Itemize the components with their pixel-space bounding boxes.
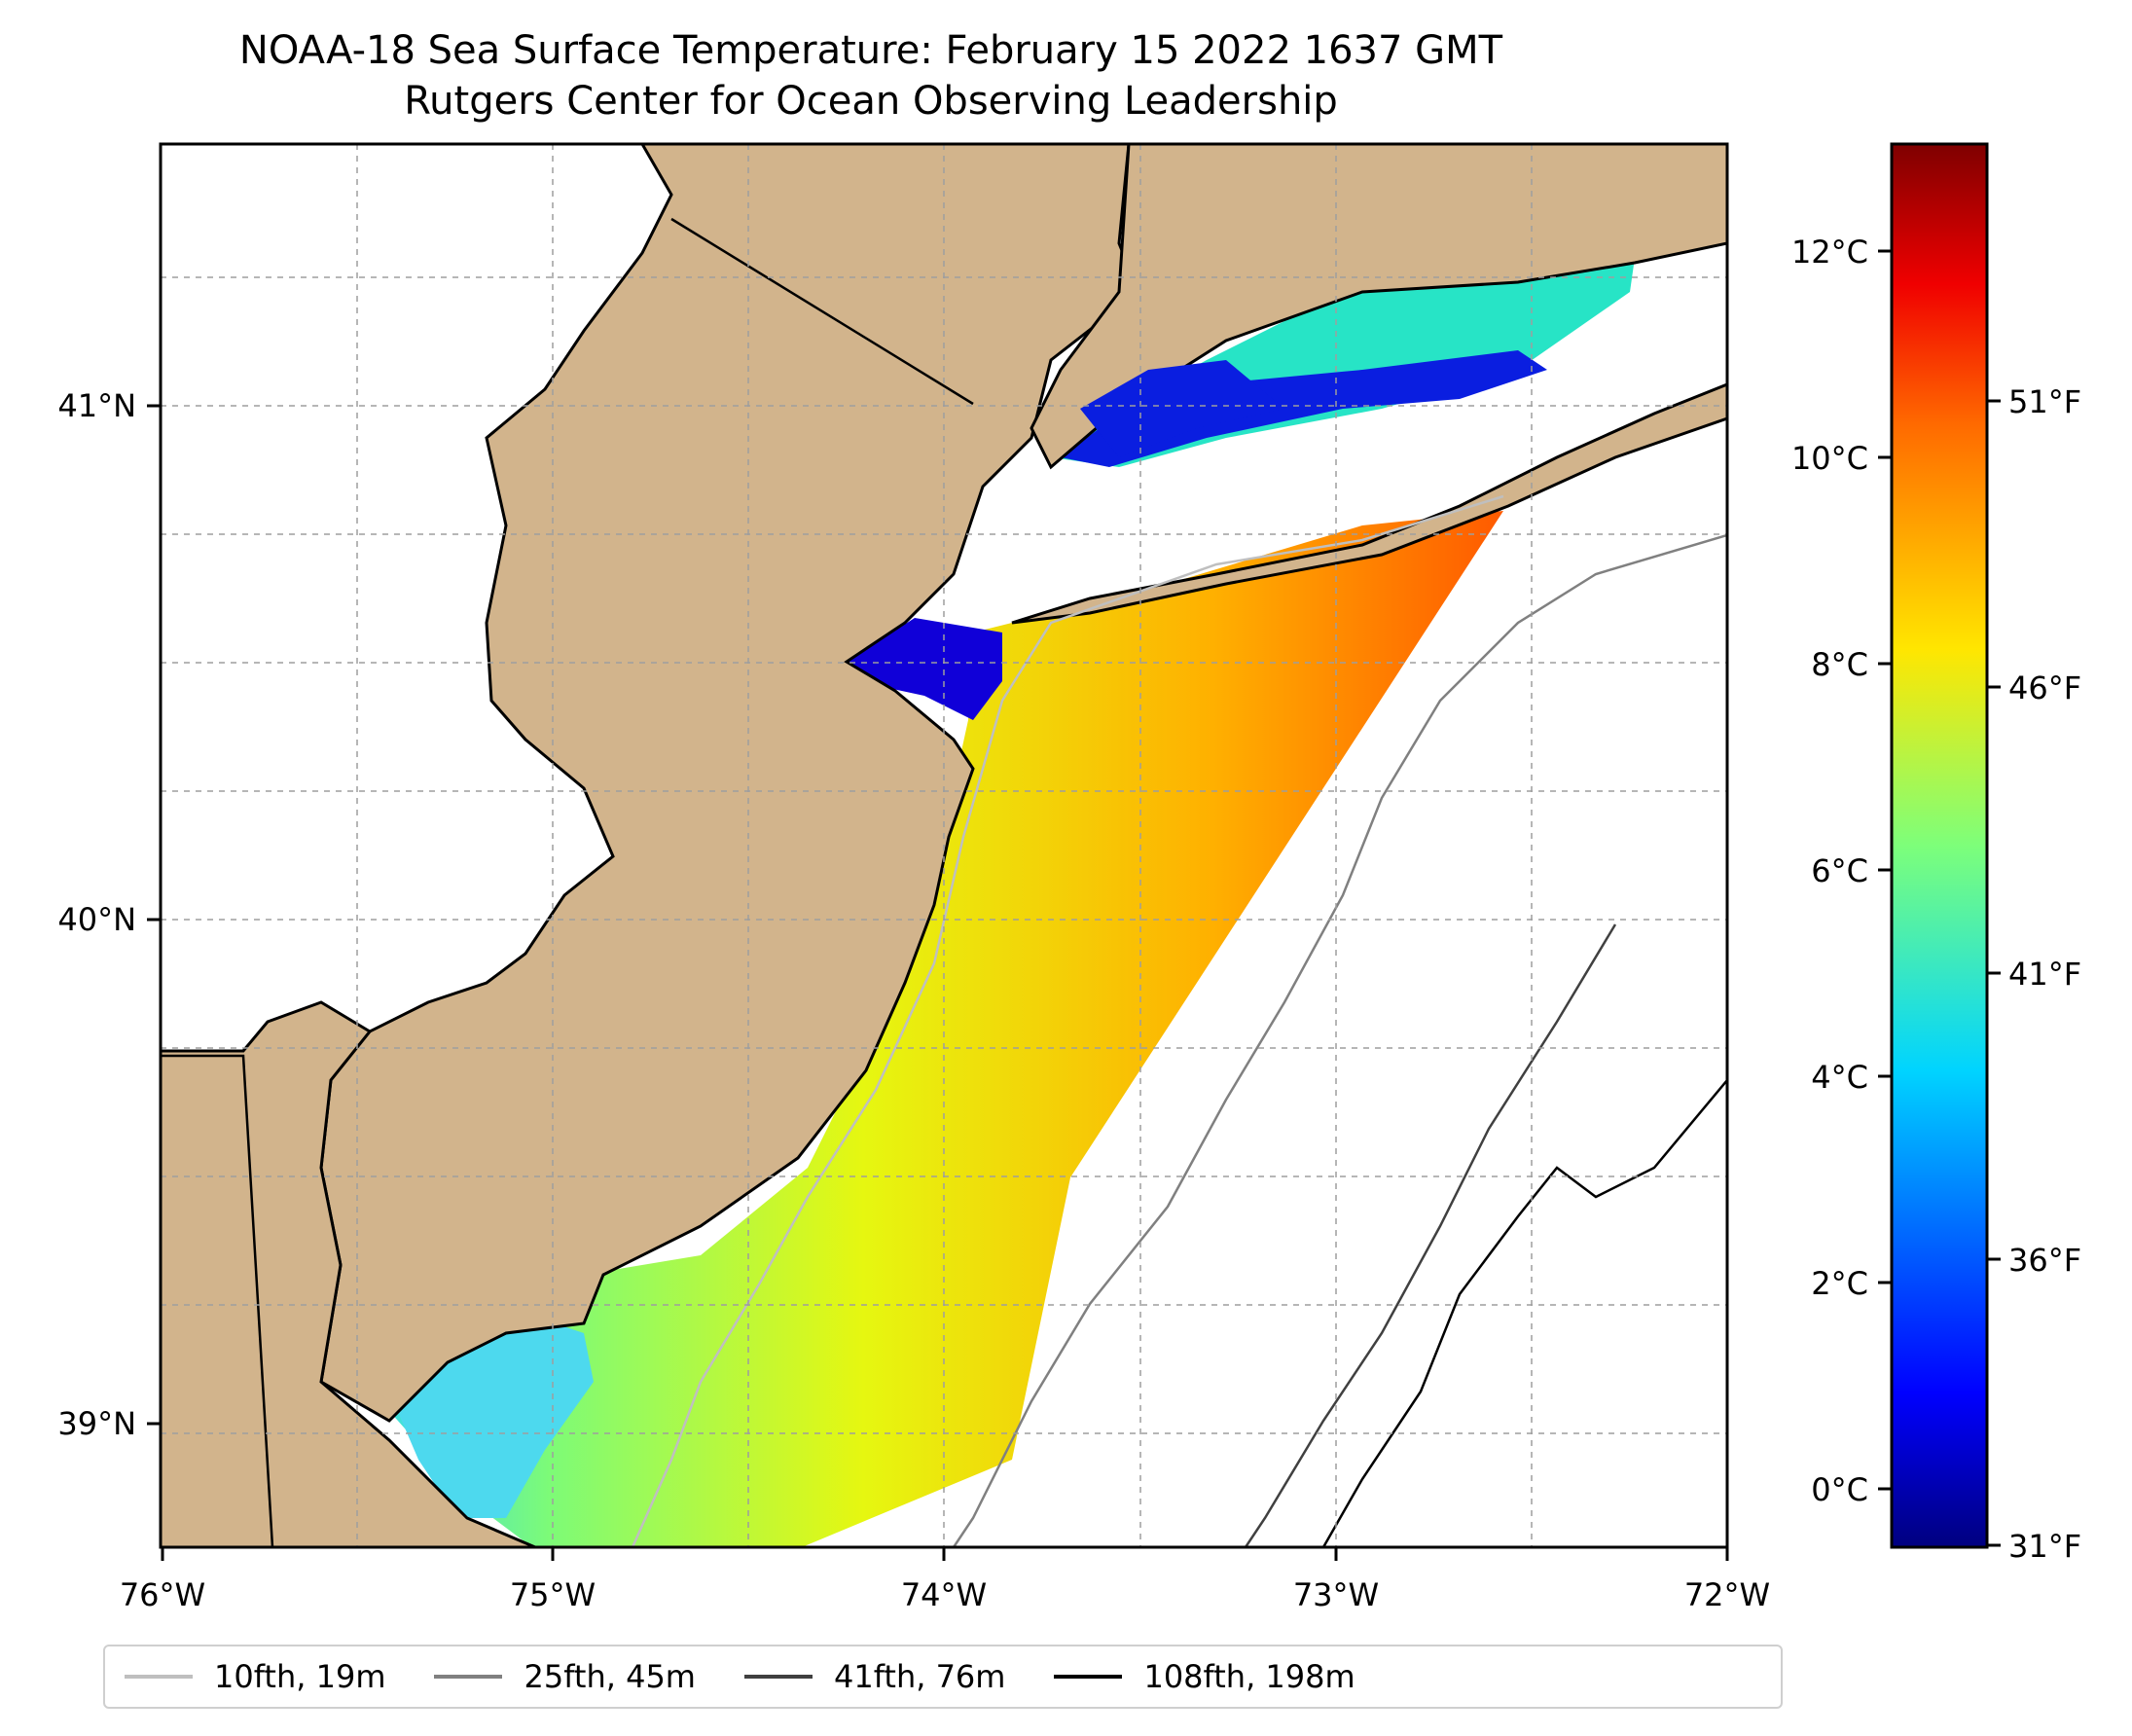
colorbar-celsius-tick: 2°C xyxy=(1811,1265,1868,1302)
colorbar-fahrenheit-tick: 46°F xyxy=(2008,669,2081,706)
sst-cold-harbor xyxy=(847,618,1002,720)
legend-label: 10fth, 19m xyxy=(214,1658,386,1695)
legend-item-10fth: 10fth, 19m xyxy=(125,1658,385,1695)
colorbar xyxy=(1890,142,1989,1549)
contour-10fth xyxy=(631,494,1504,1547)
delaware-land xyxy=(161,1000,536,1547)
legend-label: 25fth, 45m xyxy=(524,1658,696,1695)
long-island-land xyxy=(1011,382,1727,625)
colorbar-celsius-tick: 10°C xyxy=(1791,440,1868,477)
map-subtitle: Rutgers Center for Ocean Observing Leade… xyxy=(404,79,1338,124)
contour-25fth xyxy=(952,533,1727,1547)
colorbar-fahrenheit-tick: 31°F xyxy=(2008,1528,2081,1565)
x-tick-label: 74°W xyxy=(901,1576,987,1613)
map-gridlines xyxy=(161,144,1727,1547)
sst-sound-north-cold xyxy=(1080,360,1284,457)
x-tick-label: 76°W xyxy=(120,1576,205,1613)
colorbar-celsius-tick: 6°C xyxy=(1811,852,1868,889)
legend-item-108fth: 108fth, 198m xyxy=(1054,1658,1355,1695)
colorbar-celsius-tick: 4°C xyxy=(1811,1059,1868,1096)
legend-swatch xyxy=(125,1675,193,1679)
legend-item-41fth: 41fth, 76m xyxy=(743,1658,1006,1695)
y-tick-label: 39°N xyxy=(57,1405,136,1442)
y-tick-label: 40°N xyxy=(57,901,136,938)
colorbar-fahrenheit-tick: 41°F xyxy=(2008,956,2081,993)
state-border-ny-nj xyxy=(670,217,974,406)
legend-label: 41fth, 76m xyxy=(833,1658,1006,1695)
new-jersey-land xyxy=(161,144,1140,1423)
legend-label: 108fth, 198m xyxy=(1143,1658,1355,1695)
x-tick-label: 73°W xyxy=(1293,1576,1379,1613)
sst-swath xyxy=(341,511,1503,1547)
x-tick-label: 72°W xyxy=(1684,1576,1770,1613)
colorbar-fahrenheit-tick: 36°F xyxy=(2008,1242,2081,1279)
colorbar-ticks xyxy=(1878,249,2001,1547)
sst-sound-cold-band xyxy=(1061,350,1547,467)
legend-item-25fth: 25fth, 45m xyxy=(434,1658,696,1695)
legend-swatch xyxy=(434,1675,503,1679)
colorbar-celsius-tick: 8°C xyxy=(1811,646,1868,683)
contour-legend: 10fth, 19m 25fth, 45m 41fth, 76m 108fth,… xyxy=(103,1645,1783,1709)
colorbar-fahrenheit-tick: 51°F xyxy=(2008,383,2081,420)
state-border-de-pa xyxy=(161,1054,274,1547)
map-tick-marks xyxy=(147,404,1729,1561)
colorbar-celsius-tick: 12°C xyxy=(1791,234,1868,271)
contour-108fth xyxy=(1321,1079,1727,1547)
connecticut-land xyxy=(1030,144,1727,470)
legend-swatch xyxy=(1054,1675,1123,1679)
colorbar-celsius-tick: 0°C xyxy=(1811,1471,1868,1508)
y-tick-label: 41°N xyxy=(57,387,136,424)
map-title: NOAA-18 Sea Surface Temperature: Februar… xyxy=(238,28,1503,73)
legend-swatch xyxy=(743,1675,813,1679)
x-tick-label: 75°W xyxy=(510,1576,596,1613)
contour-41fth xyxy=(1244,923,1617,1547)
